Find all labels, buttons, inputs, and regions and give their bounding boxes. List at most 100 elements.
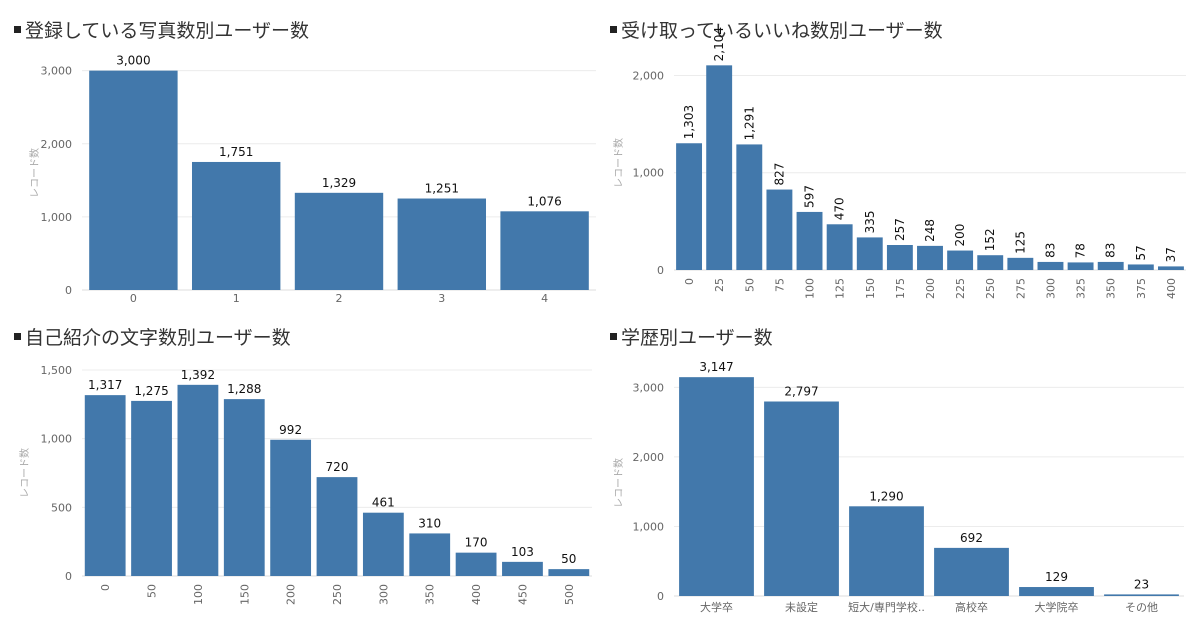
bar <box>89 70 178 290</box>
data-label: 129 <box>1045 570 1068 584</box>
data-label: 3,147 <box>699 360 733 374</box>
x-tick-label: 短大/専門学校.. <box>848 600 925 614</box>
x-tick-label: 350 <box>424 584 437 605</box>
bar <box>548 569 590 576</box>
y-axis-label: レコード数 <box>612 138 625 188</box>
bar <box>409 533 451 576</box>
data-label: 257 <box>893 218 907 241</box>
data-label: 470 <box>833 197 847 220</box>
bar <box>1157 266 1184 270</box>
x-tick-label: 450 <box>516 584 529 605</box>
bar <box>455 552 497 576</box>
y-tick-label: 1,000 <box>633 167 665 180</box>
y-tick-label: 1,000 <box>41 211 73 224</box>
data-label: 1,076 <box>527 194 561 208</box>
data-label: 1,392 <box>181 368 215 382</box>
data-label: 2,104 <box>712 27 726 61</box>
chart-likes: 0 1,000 2,000 レコード数 1,303 0 2,104 25 1,291 50 827 7… <box>612 27 1186 299</box>
data-label: 1,288 <box>227 382 261 396</box>
data-label: 57 <box>1134 245 1148 260</box>
x-tick-label: 325 <box>1075 278 1088 299</box>
data-label: 461 <box>372 496 395 510</box>
data-label: 1,290 <box>869 489 903 503</box>
data-label: 720 <box>326 460 349 474</box>
y-tick-label: 3,000 <box>633 381 665 394</box>
title-bullet-icon <box>14 333 21 340</box>
panel-title-text: 登録している写真数別ユーザー数 <box>25 20 310 42</box>
data-label: 103 <box>511 545 534 559</box>
x-tick-label: 275 <box>1014 278 1027 299</box>
data-label: 992 <box>279 423 302 437</box>
bar <box>934 547 1009 596</box>
x-tick-label: 3 <box>438 292 445 305</box>
bar <box>849 506 924 596</box>
chart-photos: 0 1,000 2,000 3,000 レコード数 3,000 0 1,751 1 1,329 2 1… <box>28 54 596 305</box>
y-tick-label: 0 <box>657 590 664 603</box>
data-label: 827 <box>772 163 786 186</box>
x-tick-label: 4 <box>541 292 548 305</box>
x-tick-label: 大学院卒 <box>1035 600 1079 614</box>
y-tick-label: 0 <box>65 570 72 583</box>
y-tick-label: 2,000 <box>41 138 73 151</box>
x-tick-label: 1 <box>233 292 240 305</box>
y-tick-label: 1,000 <box>41 433 73 446</box>
x-tick-label: 25 <box>713 278 726 292</box>
data-label: 692 <box>960 531 983 545</box>
data-label: 23 <box>1134 577 1149 591</box>
bar <box>679 377 754 596</box>
y-tick-label: 1,000 <box>633 520 665 533</box>
data-label: 1,751 <box>219 145 253 159</box>
y-tick-label: 2,000 <box>633 451 665 464</box>
bar <box>500 211 589 290</box>
x-tick-label: 175 <box>894 278 907 299</box>
y-tick-label: 500 <box>51 501 72 514</box>
y-axis-label: レコード数 <box>28 148 41 198</box>
data-label: 200 <box>953 224 967 247</box>
data-label: 248 <box>923 219 937 242</box>
x-tick-label: 350 <box>1105 278 1118 299</box>
data-label: 37 <box>1164 247 1178 262</box>
title-bullet-icon <box>610 333 617 340</box>
x-tick-label: 375 <box>1135 278 1148 299</box>
panel-title-photos: 登録している写真数別ユーザー数 <box>14 16 309 43</box>
x-tick-label: 大学卒 <box>700 600 733 614</box>
bar <box>1019 587 1094 596</box>
x-tick-label: 250 <box>331 584 344 605</box>
x-tick-label: その他 <box>1125 601 1158 614</box>
x-tick-label: 400 <box>470 584 483 605</box>
bar <box>294 192 384 290</box>
data-label: 78 <box>1074 243 1088 258</box>
bar <box>1067 262 1094 270</box>
data-label: 335 <box>863 211 877 234</box>
y-tick-label: 0 <box>657 264 664 277</box>
bar <box>706 65 733 270</box>
bar <box>131 400 172 576</box>
bar <box>84 395 126 576</box>
x-tick-label: 250 <box>984 278 997 299</box>
data-label: 125 <box>1013 231 1027 254</box>
chart-intro: 0 500 1,000 1,500 レコード数 1,317 0 1,275 50 1,392 100… <box>18 364 592 605</box>
data-label: 597 <box>803 185 817 208</box>
data-label: 3,000 <box>116 54 150 68</box>
bar <box>856 237 883 270</box>
panel-title-text: 受け取っているいいね数別ユーザー数 <box>621 20 943 42</box>
data-label: 1,275 <box>134 384 168 398</box>
data-label: 170 <box>465 536 488 550</box>
x-tick-label: 0 <box>99 584 112 591</box>
bar <box>886 245 913 270</box>
x-tick-label: 400 <box>1165 278 1178 299</box>
data-label: 152 <box>983 228 997 251</box>
x-tick-label: 125 <box>834 278 847 299</box>
y-tick-label: 0 <box>65 284 72 297</box>
bar <box>177 384 219 576</box>
x-tick-label: 150 <box>864 278 877 299</box>
x-tick-label: 50 <box>146 584 159 598</box>
data-label: 1,291 <box>742 106 756 140</box>
panel-title-text: 自己紹介の文字数別ユーザー数 <box>25 327 291 349</box>
panel-title-intro: 自己紹介の文字数別ユーザー数 <box>14 323 291 350</box>
bar <box>1037 261 1064 270</box>
x-tick-label: 50 <box>743 278 756 292</box>
bar <box>796 211 823 270</box>
bar <box>764 401 839 596</box>
